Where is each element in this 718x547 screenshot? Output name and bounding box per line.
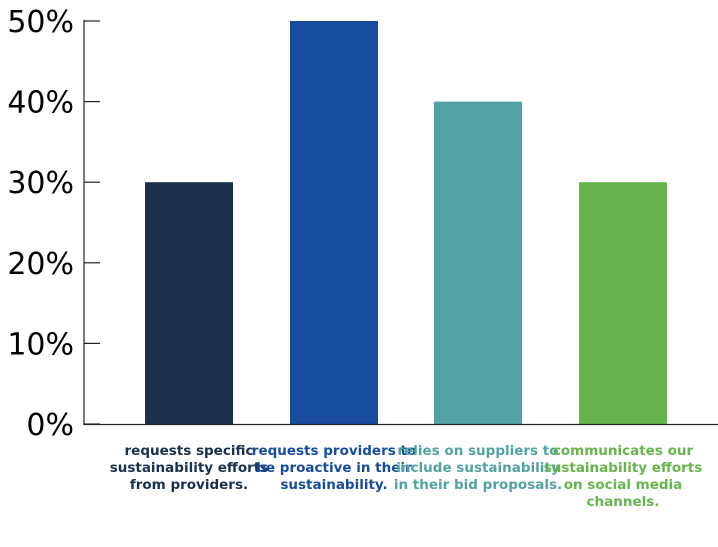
x-category-label: communicates our sustainability efforts …	[543, 443, 703, 510]
bar	[145, 182, 233, 424]
bar	[290, 21, 378, 424]
y-axis-ticks: 0% 10% 20% 30% 40% 50%	[7, 5, 100, 443]
y-tick-label: 0%	[26, 408, 74, 443]
bar	[434, 101, 522, 424]
x-category-label: requests specific sustainability efforts…	[109, 443, 269, 493]
bar	[579, 182, 667, 424]
bars	[145, 21, 667, 424]
y-tick-label: 40%	[7, 86, 74, 121]
y-tick-label: 50%	[7, 5, 74, 40]
y-tick-label: 20%	[7, 247, 74, 282]
y-tick-label: 10%	[7, 327, 74, 362]
y-tick-label: 30%	[7, 166, 74, 201]
x-category-label: requests providers to be proactive in th…	[251, 443, 417, 493]
x-category-label: relies on suppliers to include sustainab…	[393, 443, 563, 493]
